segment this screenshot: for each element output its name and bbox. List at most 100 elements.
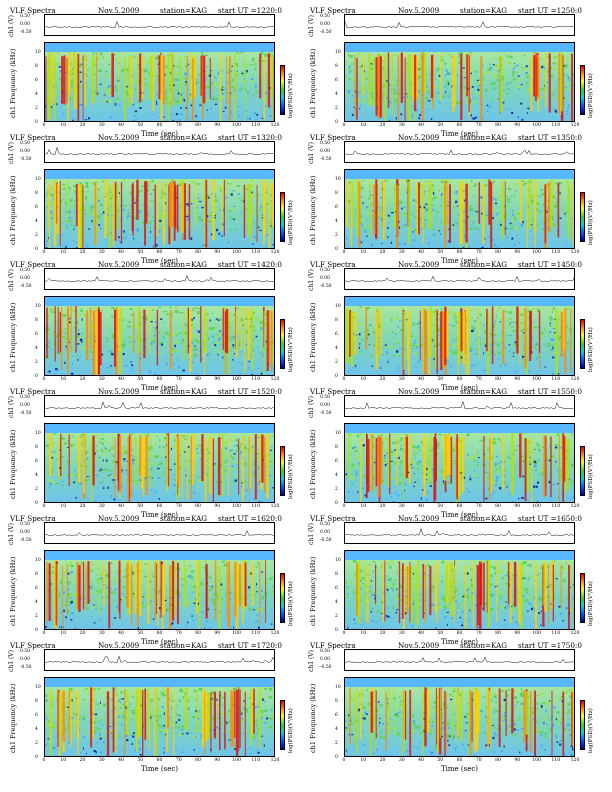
sferic-streak bbox=[460, 180, 464, 244]
spectrum-speckle bbox=[184, 72, 187, 75]
spectrum-speckle bbox=[219, 337, 222, 339]
spectrum-speckle bbox=[348, 181, 353, 184]
spectrum-speckle bbox=[548, 480, 551, 484]
spectrum-speckle bbox=[122, 597, 125, 601]
spectrum-speckle bbox=[494, 244, 496, 247]
y-tick-label: 6 bbox=[335, 204, 338, 210]
spectrum-speckle bbox=[232, 345, 236, 348]
spectrum-speckle bbox=[162, 616, 165, 618]
spectrum-speckle bbox=[491, 494, 493, 496]
spectrum-speckle bbox=[223, 563, 228, 567]
spectrum-speckle bbox=[358, 53, 362, 56]
panel-title: VLF Spectra bbox=[10, 387, 56, 396]
spectrum-speckle bbox=[461, 361, 463, 363]
spectrum-speckle bbox=[412, 106, 415, 108]
spectrum-speckle bbox=[111, 446, 113, 450]
panel-start-time: start UT =1320:0 bbox=[218, 133, 282, 142]
spectrum-speckle bbox=[224, 59, 226, 63]
spectrum-speckle bbox=[131, 594, 135, 596]
spectrum-speckle bbox=[45, 345, 48, 347]
spectrum-speckle bbox=[496, 69, 499, 73]
spectrum-speckle bbox=[450, 365, 452, 368]
spectrum-speckle bbox=[51, 443, 54, 447]
spectrum-speckle bbox=[353, 375, 354, 376]
spectrum-speckle bbox=[190, 586, 192, 589]
spectrum-speckle bbox=[158, 498, 160, 500]
spectrum-speckle bbox=[177, 359, 179, 361]
spectrum-speckle bbox=[474, 340, 478, 342]
spectrum-speckle bbox=[227, 71, 229, 74]
spectrum-speckle bbox=[497, 578, 499, 580]
spectrum-speckle bbox=[126, 216, 128, 220]
spectrum-speckle bbox=[252, 350, 255, 352]
spectrum-speckle bbox=[139, 482, 143, 484]
spectrum-speckle bbox=[217, 338, 220, 341]
spectrum-speckle bbox=[159, 607, 161, 610]
spectrum-speckle bbox=[225, 469, 227, 471]
spectrum-speckle bbox=[473, 469, 475, 472]
spectrum-speckle bbox=[128, 209, 130, 211]
spectrum-speckle bbox=[107, 342, 109, 345]
spectrum-speckle bbox=[432, 579, 435, 583]
waveform-tick-label: 0.00 bbox=[320, 530, 331, 535]
spectrum-speckle bbox=[452, 569, 454, 573]
spectrum-speckle bbox=[535, 348, 537, 350]
spectrum-speckle bbox=[545, 578, 549, 580]
spectrum-speckle bbox=[345, 468, 347, 470]
sferic-streak bbox=[456, 434, 458, 500]
spectrum-speckle bbox=[497, 212, 498, 215]
spectrum-speckle bbox=[59, 70, 62, 73]
spectrum-speckle bbox=[116, 235, 118, 237]
sferic-streak bbox=[511, 433, 514, 495]
spectrum-speckle bbox=[360, 196, 363, 198]
spectrum-speckle bbox=[123, 230, 125, 233]
spectrum-speckle bbox=[239, 197, 241, 199]
sferic-streak bbox=[254, 434, 257, 500]
spectrum-speckle bbox=[441, 580, 443, 583]
spectrum-speckle bbox=[201, 200, 203, 203]
spectrum-speckle bbox=[107, 90, 111, 93]
spectrum-speckle bbox=[80, 58, 85, 61]
spectrum-speckle bbox=[358, 91, 362, 93]
sferic-streak bbox=[200, 55, 203, 96]
spectrum-speckle bbox=[202, 197, 206, 201]
spectrum-speckle bbox=[382, 94, 385, 97]
spectrum-speckle bbox=[107, 103, 109, 105]
spectrum-speckle bbox=[498, 595, 503, 597]
spectrum-speckle bbox=[513, 343, 517, 346]
spectrum-speckle bbox=[163, 116, 166, 118]
spectrum-speckle bbox=[497, 65, 501, 68]
spectrum-speckle bbox=[508, 311, 513, 314]
spectrum-speckle bbox=[566, 113, 568, 115]
spectrum-speckle bbox=[436, 67, 440, 71]
spectrum-speckle bbox=[400, 447, 402, 450]
spectrum-speckle bbox=[252, 185, 254, 188]
spectrum-speckle bbox=[462, 76, 464, 79]
spectrum-speckle bbox=[157, 63, 159, 65]
spectrum-speckle bbox=[413, 485, 415, 487]
panel-date: Nov.5.2009 bbox=[398, 133, 440, 142]
spectrum-speckle bbox=[239, 448, 241, 450]
spectrum-speckle bbox=[62, 227, 64, 231]
waveform-line bbox=[45, 146, 276, 156]
spectrum-speckle bbox=[372, 478, 374, 480]
colorbar-label: log(PSD)(V²/Hz) bbox=[588, 327, 594, 373]
spectrum-speckle bbox=[108, 448, 110, 451]
sferic-streak bbox=[251, 306, 254, 371]
spectrum-speckle bbox=[549, 320, 552, 323]
sferic-streak bbox=[194, 434, 195, 475]
spectrum-speckle bbox=[154, 491, 157, 493]
spectrum-speckle bbox=[419, 114, 421, 116]
sferic-streak bbox=[173, 563, 176, 618]
spectrum-speckle bbox=[241, 72, 244, 75]
spectrum-speckle bbox=[163, 311, 168, 312]
spectrum-speckle bbox=[498, 91, 501, 95]
spectrum-speckle bbox=[439, 437, 442, 439]
upper-band bbox=[345, 551, 574, 560]
x-tick-label: 100 bbox=[532, 123, 541, 128]
spectrum-speckle bbox=[234, 337, 236, 339]
spectrum-speckle bbox=[358, 71, 361, 73]
spectrum-speckle bbox=[503, 460, 506, 463]
spectrum-speckle bbox=[106, 367, 109, 369]
spectrum-speckle bbox=[467, 491, 470, 493]
